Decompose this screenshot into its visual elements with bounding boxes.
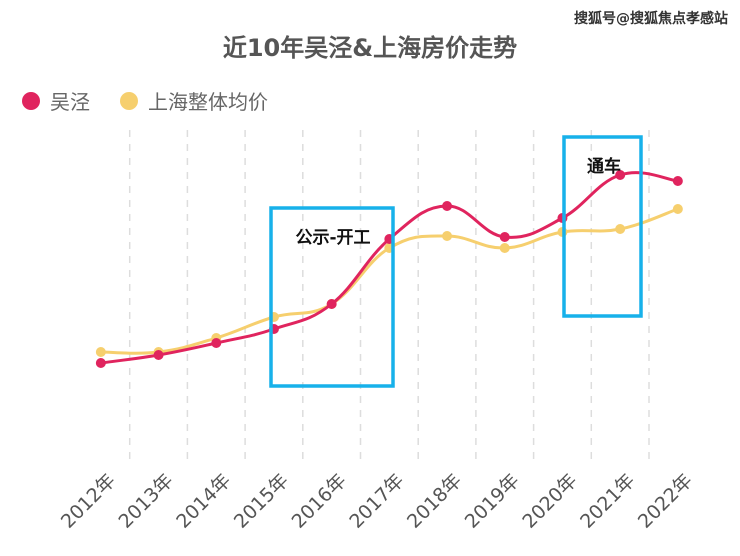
data-point: [326, 299, 337, 309]
data-point: [442, 201, 453, 211]
data-point: [95, 358, 106, 368]
x-tick-label: 2013年: [115, 470, 178, 533]
data-point: [153, 350, 164, 360]
annotation-box: [269, 206, 395, 388]
data-point: [499, 243, 510, 253]
legend-marker-icon: [22, 91, 40, 110]
annotation-label: 通车: [587, 156, 621, 177]
legend: 吴泾 上海整体均价: [22, 86, 298, 115]
data-point: [499, 232, 510, 242]
x-tick-label: 2018年: [403, 470, 466, 533]
x-tick-label: 2022年: [634, 470, 697, 533]
legend-label: 上海整体均价: [148, 90, 268, 114]
data-point: [615, 170, 626, 180]
x-tick-label: 2012年: [57, 470, 120, 533]
legend-item-wujing[interactable]: 吴泾: [22, 86, 90, 115]
x-tick-label: 2021年: [576, 470, 639, 533]
legend-item-shanghai[interactable]: 上海整体均价: [120, 86, 268, 115]
watermark: 搜狐号@搜狐焦点孝感站: [574, 11, 728, 27]
data-point: [672, 176, 683, 186]
legend-marker-icon: [120, 91, 138, 110]
data-point: [672, 204, 683, 214]
annotation-box: [562, 135, 643, 318]
x-tick-label: 2015年: [230, 470, 293, 533]
x-tick-label: 2020年: [518, 470, 581, 533]
x-tick-label: 2014年: [172, 470, 235, 533]
x-tick-label: 2019年: [461, 470, 524, 533]
annotation-label: 公示-开工: [295, 228, 370, 248]
data-point: [211, 338, 222, 348]
data-point: [95, 347, 106, 357]
x-tick-label: 2016年: [288, 470, 351, 533]
data-point: [615, 224, 626, 234]
chart-title: 近10年吴泾&上海房价走势: [222, 34, 518, 62]
data-point: [442, 231, 453, 241]
legend-label: 吴泾: [50, 90, 90, 114]
x-tick-label: 2017年: [345, 470, 408, 533]
